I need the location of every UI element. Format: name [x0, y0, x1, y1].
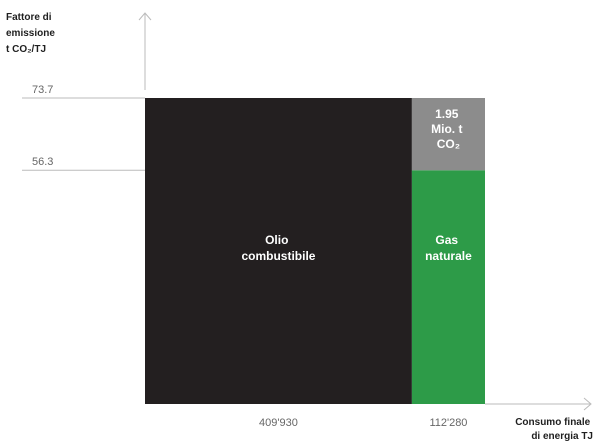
- bar-gas-naturale: [412, 170, 485, 404]
- bar-label-line: Gas: [435, 233, 458, 247]
- x-axis-title: Consumo finale di energia TJ: [515, 417, 593, 442]
- bar-label-line: naturale: [425, 249, 472, 263]
- bar-label-line: Olio: [265, 233, 288, 247]
- x-width-label: 409'930: [259, 417, 298, 429]
- x-width-label: 112'280: [429, 417, 467, 429]
- y-axis-title-line: t CO₂/TJ: [6, 44, 46, 55]
- difference-label-line: 1.95: [435, 107, 459, 121]
- difference-label-line: Mio. t: [431, 122, 462, 136]
- y-axis-title-line: Fattore di: [6, 12, 52, 23]
- y-axis-title: Fattore di emissione t CO₂/TJ: [6, 12, 58, 55]
- bar-label-line: combustibile: [241, 249, 315, 263]
- y-axis-title-line: emissione: [6, 28, 55, 39]
- y-tick-label: 56.3: [32, 156, 53, 168]
- x-axis-title-line: Consumo finale: [515, 417, 590, 428]
- x-axis-title-line: di energia TJ: [531, 431, 593, 442]
- difference-label-line: CO₂: [437, 137, 460, 151]
- y-tick-label: 73.7: [32, 84, 53, 96]
